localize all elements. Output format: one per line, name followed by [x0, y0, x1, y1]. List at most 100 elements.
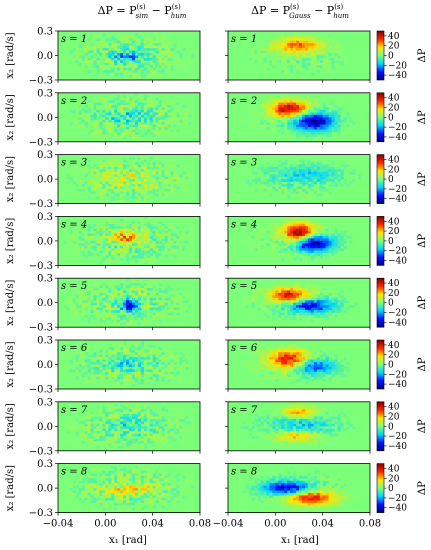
heatmap-cell [325, 48, 329, 51]
heatmap-cell [155, 374, 159, 378]
heatmap-cell [304, 253, 309, 256]
heatmap-cell [340, 371, 344, 375]
heatmap-cell [266, 231, 270, 234]
heatmap-cell [72, 297, 77, 301]
heatmap-cell [123, 245, 127, 249]
heatmap-cell [143, 184, 148, 187]
heatmap-cell [310, 124, 315, 128]
heatmap-cell [304, 129, 309, 133]
heatmap-cell [293, 176, 297, 180]
heatmap-cell [304, 105, 309, 108]
heatmap-cell [322, 285, 326, 289]
heatmap-cell [123, 314, 127, 318]
heatmap-cell [284, 35, 288, 39]
heatmap-cell [307, 179, 312, 182]
heatmap-cell [114, 119, 118, 123]
heatmap-cell [123, 179, 127, 182]
heatmap-cell [66, 421, 71, 425]
heatmap-cell [290, 285, 294, 289]
heatmap-cell [164, 179, 168, 182]
heatmap-cell [120, 297, 124, 301]
heatmap-cell [134, 288, 139, 291]
heatmap-cell [251, 107, 255, 111]
heatmap-cell [284, 97, 288, 101]
heatmap-cell [340, 240, 344, 244]
heatmap-cell [173, 184, 177, 187]
heatmap-cell [105, 431, 109, 434]
heatmap-cell [260, 354, 264, 358]
heatmap-cell [126, 349, 130, 353]
heatmap-cell [293, 35, 297, 39]
heatmap-cell [137, 364, 142, 368]
heatmap-cell [266, 352, 270, 355]
heatmap-cell [161, 105, 165, 108]
heatmap-cell [129, 193, 133, 197]
heatmap-cell [137, 181, 142, 185]
heatmap-cell [257, 359, 261, 363]
heatmap-cell [251, 436, 255, 439]
heatmap-cell [334, 364, 338, 368]
heatmap-cell [275, 418, 279, 422]
heatmap-cell [290, 114, 294, 118]
heatmap-cell [269, 100, 273, 103]
heatmap-cell [93, 369, 97, 373]
heatmap-cell [313, 255, 318, 259]
heatmap-cell [114, 379, 118, 382]
heatmap-cell [158, 418, 162, 422]
heatmap-cell [146, 174, 151, 177]
heatmap-cell [313, 423, 318, 427]
heatmap-cell [301, 119, 306, 123]
heatmap-cell [340, 248, 344, 251]
heatmap-cell [161, 245, 165, 249]
heatmap-cell [319, 371, 323, 375]
heatmap-cell [352, 426, 356, 430]
heatmap-cell [278, 426, 282, 430]
heatmap-cell [129, 441, 133, 444]
heatmap-cell [90, 105, 94, 108]
heatmap-cell [90, 243, 94, 247]
heatmap-cell [140, 443, 145, 447]
heatmap-cell [143, 302, 148, 306]
heatmap-cell [296, 226, 300, 229]
heatmap-cell [278, 186, 282, 190]
heatmap-cell [266, 43, 270, 46]
heatmap-cell [126, 347, 130, 351]
heatmap-cell [173, 233, 177, 237]
heatmap-cell [307, 418, 312, 422]
heatmap-cell [284, 352, 288, 355]
heatmap-cell [93, 114, 97, 118]
heatmap-cell [316, 35, 321, 39]
heatmap-cell [287, 181, 291, 185]
heatmap-cell [114, 404, 118, 407]
heatmap-cell [281, 221, 285, 225]
heatmap-cell [99, 283, 103, 286]
heatmap-cell [155, 107, 159, 111]
heatmap-cell [129, 55, 133, 59]
heatmap-cell [114, 105, 118, 108]
heatmap-cell [120, 107, 124, 111]
heatmap-cell [134, 169, 139, 173]
heatmap-cell [146, 97, 151, 101]
heatmap-cell [129, 53, 133, 56]
heatmap-cell [84, 233, 88, 237]
heatmap-cell [131, 285, 136, 289]
heatmap-cell [126, 260, 130, 264]
heatmap-cell [167, 352, 171, 355]
heatmap-cell [167, 179, 171, 182]
heatmap-cell [304, 288, 309, 291]
heatmap-cell [245, 300, 250, 303]
heatmap-cell [299, 283, 303, 286]
heatmap-cell [284, 166, 288, 170]
heatmap-cell [129, 236, 133, 239]
heatmap-cell [137, 132, 142, 135]
heatmap-cell [301, 171, 306, 175]
heatmap-cell [307, 285, 312, 289]
heatmap-cell [307, 112, 312, 116]
heatmap-cell [316, 376, 321, 380]
heatmap-cell [155, 317, 159, 321]
heatmap-cell [182, 117, 186, 121]
heatmap-cell [102, 354, 106, 358]
heatmap-cell [296, 169, 300, 173]
y-tick-label: −0.3 [29, 261, 53, 272]
heatmap-cell [290, 35, 294, 39]
